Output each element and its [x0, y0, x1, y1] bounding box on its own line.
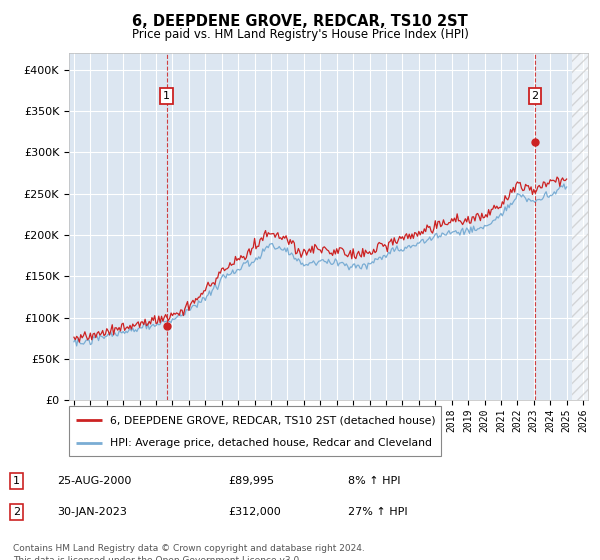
Point [530, 138, 540, 147]
Text: 8% ↑ HPI: 8% ↑ HPI [348, 476, 401, 486]
Text: 25-AUG-2000: 25-AUG-2000 [57, 476, 131, 486]
Bar [572, 53, 588, 400]
Text: Contains HM Land Registry data © Crown copyright and database right 2024.
This d: Contains HM Land Registry data © Crown c… [13, 544, 365, 560]
FancyBboxPatch shape [69, 406, 441, 456]
Text: 6, DEEPDENE GROVE, REDCAR, TS10 2ST: 6, DEEPDENE GROVE, REDCAR, TS10 2ST [132, 14, 468, 29]
Text: 27% ↑ HPI: 27% ↑ HPI [348, 507, 407, 517]
Text: 2: 2 [532, 91, 539, 101]
Text: Price paid vs. HM Land Registry's House Price Index (HPI): Price paid vs. HM Land Registry's House … [131, 28, 469, 41]
Text: 1: 1 [13, 476, 20, 486]
Text: 30-JAN-2023: 30-JAN-2023 [57, 507, 127, 517]
Text: 6, DEEPDENE GROVE, REDCAR, TS10 2ST (detached house): 6, DEEPDENE GROVE, REDCAR, TS10 2ST (det… [110, 415, 436, 425]
Text: 1: 1 [163, 91, 170, 101]
Point [162, 321, 172, 330]
Text: HPI: Average price, detached house, Redcar and Cleveland: HPI: Average price, detached house, Redc… [110, 438, 432, 449]
Text: £89,995: £89,995 [228, 476, 274, 486]
Text: 2: 2 [13, 507, 20, 517]
Text: £312,000: £312,000 [228, 507, 281, 517]
